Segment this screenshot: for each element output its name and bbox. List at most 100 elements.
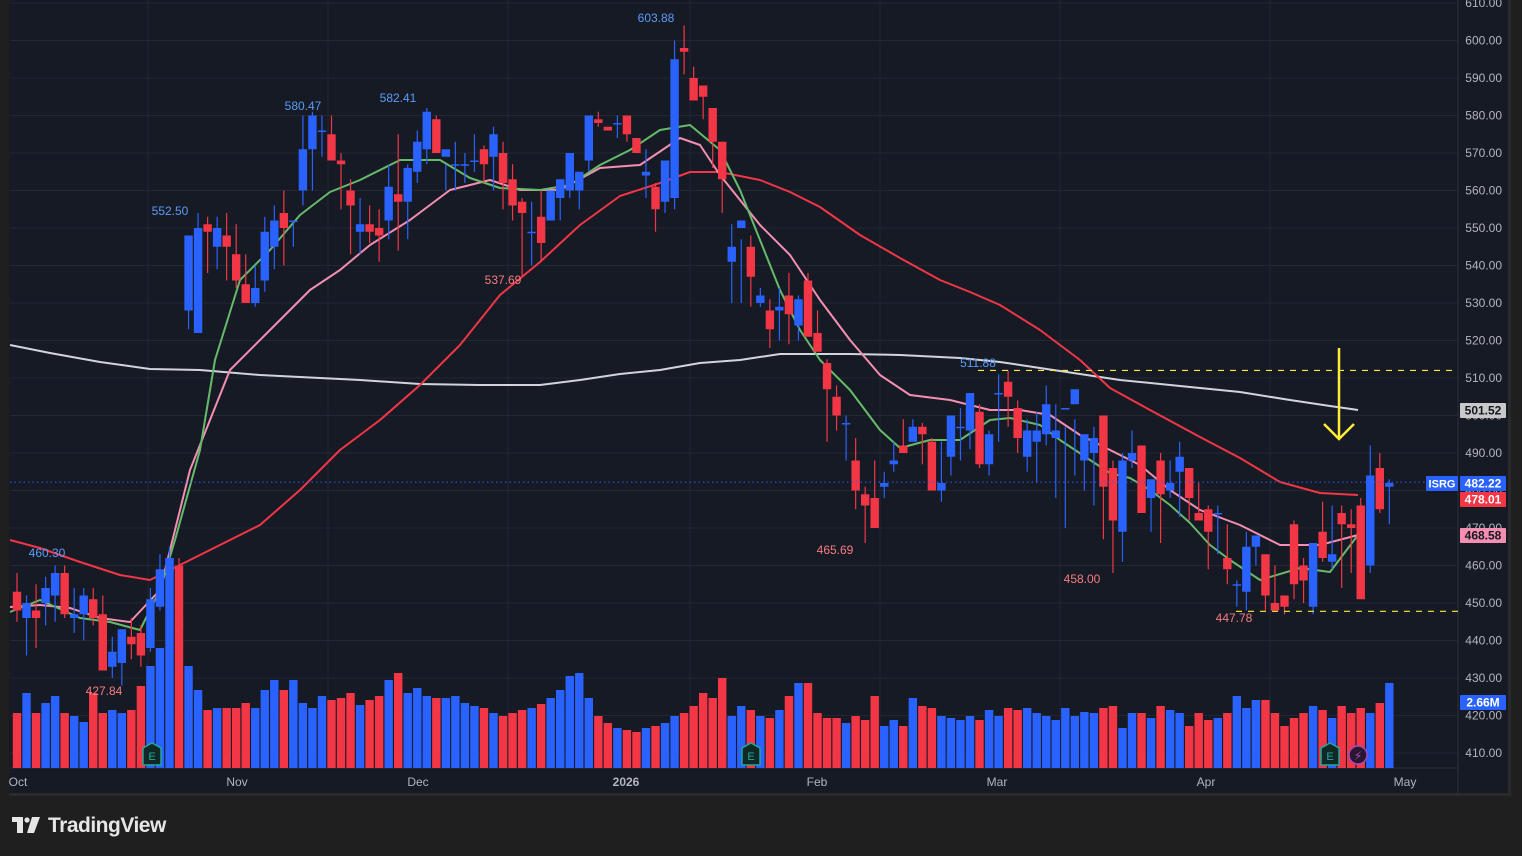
- candle-body[interactable]: [251, 288, 260, 303]
- candle-body[interactable]: [1385, 483, 1394, 487]
- candle-body[interactable]: [117, 629, 127, 663]
- candle-body[interactable]: [355, 224, 365, 232]
- candle-body[interactable]: [279, 213, 289, 228]
- candle-body[interactable]: [1051, 430, 1060, 439]
- price-axis-label[interactable]: 482.22: [1465, 477, 1502, 491]
- candle-body[interactable]: [1308, 543, 1318, 607]
- candle-body[interactable]: [794, 299, 803, 326]
- candle-body[interactable]: [737, 220, 746, 229]
- candle-body[interactable]: [1318, 531, 1327, 558]
- candle-body[interactable]: [1099, 415, 1108, 487]
- candle-body[interactable]: [651, 186, 660, 210]
- candle-body[interactable]: [632, 138, 641, 153]
- candle-body[interactable]: [1127, 453, 1137, 461]
- candle-body[interactable]: [994, 393, 1003, 395]
- candle-body[interactable]: [308, 115, 317, 150]
- candle-body[interactable]: [146, 599, 155, 648]
- candle-body[interactable]: [317, 130, 327, 133]
- candle-body[interactable]: [184, 235, 193, 311]
- candle-body[interactable]: [1356, 505, 1365, 600]
- candle-body[interactable]: [851, 460, 860, 491]
- chart-frame[interactable]: [9, 0, 1511, 796]
- candle-body[interactable]: [984, 434, 994, 465]
- candle-body[interactable]: [1013, 408, 1022, 438]
- candle-body[interactable]: [1080, 434, 1089, 461]
- candle-body[interactable]: [441, 149, 451, 157]
- candle-body[interactable]: [1003, 381, 1013, 397]
- candle-body[interactable]: [1032, 430, 1041, 442]
- candle-body[interactable]: [708, 108, 717, 142]
- candle-body[interactable]: [1327, 554, 1337, 562]
- candle-body[interactable]: [212, 228, 222, 247]
- candle-body[interactable]: [470, 160, 479, 163]
- candle-body[interactable]: [127, 636, 136, 645]
- candle-body[interactable]: [69, 614, 79, 618]
- candle-body[interactable]: [165, 558, 174, 573]
- candle-body[interactable]: [241, 284, 250, 303]
- candle-body[interactable]: [174, 565, 184, 626]
- candle-body[interactable]: [918, 426, 927, 435]
- candle-body[interactable]: [12, 591, 22, 611]
- candle-body[interactable]: [908, 426, 918, 442]
- candle-body[interactable]: [1213, 513, 1222, 515]
- candle-body[interactable]: [155, 569, 165, 607]
- candle-body[interactable]: [860, 494, 870, 506]
- candle-body[interactable]: [432, 119, 441, 153]
- candle-body[interactable]: [289, 220, 298, 223]
- candle-body[interactable]: [565, 153, 574, 191]
- candle-body[interactable]: [822, 363, 832, 390]
- candle-body[interactable]: [689, 78, 698, 101]
- candle-body[interactable]: [327, 134, 336, 161]
- candle-body[interactable]: [1022, 430, 1032, 457]
- candle-body[interactable]: [1061, 408, 1070, 410]
- price-axis-label[interactable]: 2.66M: [1466, 696, 1499, 710]
- candle-body[interactable]: [1165, 483, 1175, 491]
- candle-body[interactable]: [584, 115, 593, 161]
- candle-body[interactable]: [203, 224, 212, 232]
- candle-body[interactable]: [1070, 389, 1080, 405]
- candle-body[interactable]: [594, 119, 603, 123]
- candle-body[interactable]: [231, 254, 241, 281]
- candle-body[interactable]: [1089, 438, 1099, 453]
- candle-body[interactable]: [718, 141, 727, 180]
- candle-body[interactable]: [136, 633, 146, 656]
- candle-body[interactable]: [89, 599, 98, 618]
- candle-body[interactable]: [374, 228, 384, 236]
- candle-body[interactable]: [698, 85, 708, 97]
- candle-body[interactable]: [1347, 524, 1356, 528]
- candle-body[interactable]: [1280, 595, 1289, 607]
- candle-body[interactable]: [622, 115, 632, 135]
- candle-body[interactable]: [498, 153, 508, 183]
- candle-body[interactable]: [1194, 513, 1203, 521]
- earnings-badge-icon[interactable]: [741, 742, 761, 766]
- candle-body[interactable]: [899, 445, 908, 454]
- earnings-badge-icon[interactable]: [1320, 742, 1340, 766]
- candle-body[interactable]: [956, 426, 965, 429]
- candle-body[interactable]: [1299, 565, 1308, 581]
- candle-body[interactable]: [1223, 558, 1232, 570]
- candle-body[interactable]: [746, 246, 756, 277]
- dividend-lightning-icon[interactable]: [1348, 745, 1368, 765]
- candle-body[interactable]: [1375, 468, 1384, 510]
- candle-body[interactable]: [108, 651, 117, 667]
- candle-body[interactable]: [1204, 509, 1213, 532]
- candle-body[interactable]: [841, 423, 851, 425]
- candle-body[interactable]: [546, 190, 555, 221]
- candle-body[interactable]: [927, 441, 937, 491]
- candle-body[interactable]: [479, 149, 489, 165]
- candle-body[interactable]: [1251, 535, 1261, 547]
- candle-body[interactable]: [803, 280, 813, 337]
- candle-body[interactable]: [260, 231, 269, 281]
- candle-body[interactable]: [413, 141, 422, 172]
- candle-body[interactable]: [937, 483, 946, 491]
- candle-body[interactable]: [660, 160, 670, 202]
- candle-body[interactable]: [880, 483, 889, 487]
- candle-body[interactable]: [813, 333, 822, 352]
- candle-body[interactable]: [22, 603, 31, 618]
- candle-body[interactable]: [508, 179, 517, 206]
- candle-body[interactable]: [889, 460, 898, 465]
- candle-body[interactable]: [460, 164, 470, 166]
- candle-body[interactable]: [1366, 475, 1375, 566]
- candle-body[interactable]: [1289, 524, 1299, 585]
- price-axis-label[interactable]: 468.58: [1465, 529, 1502, 543]
